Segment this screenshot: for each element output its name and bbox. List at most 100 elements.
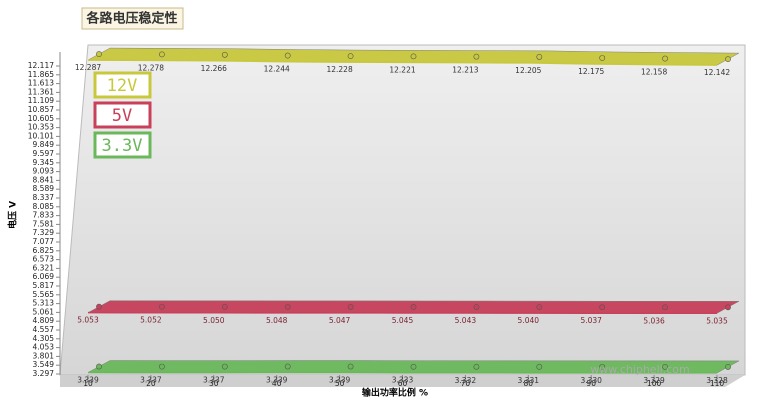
data-point — [284, 363, 291, 370]
y-tick-label: 10.605 — [28, 114, 54, 123]
data-label: 5.035 — [706, 316, 728, 325]
y-tick-label: 11.361 — [28, 87, 54, 96]
data-point — [284, 303, 291, 310]
y-tick-label: 9.345 — [33, 158, 55, 167]
data-point — [221, 51, 228, 58]
y-tick-label: 8.337 — [33, 193, 55, 202]
data-label: 5.050 — [203, 316, 225, 325]
data-point — [536, 363, 543, 370]
data-label: 5.043 — [455, 316, 477, 325]
legend-box — [93, 101, 152, 129]
data-label: 5.047 — [329, 316, 351, 325]
data-label: 3.331 — [518, 376, 540, 385]
data-label: 3.329 — [643, 376, 665, 385]
data-label: 3.332 — [455, 376, 477, 385]
floor — [60, 375, 745, 387]
y-tick-label: 3.801 — [33, 351, 55, 360]
data-point — [599, 363, 606, 370]
data-point — [221, 303, 228, 310]
y-tick-label: 7.833 — [33, 211, 55, 220]
data-point — [410, 53, 417, 60]
data-label: 12.278 — [138, 63, 164, 72]
x-axis-label: 输出功率比例 % — [362, 387, 428, 399]
data-point — [347, 303, 354, 310]
y-tick-label: 9.597 — [33, 149, 55, 158]
y-tick-label: 8.589 — [33, 184, 55, 193]
data-label: 12.175 — [578, 67, 604, 76]
y-tick-label: 7.581 — [33, 219, 55, 228]
y-tick-label: 8.841 — [33, 175, 55, 184]
data-point — [473, 304, 480, 310]
y-tick-label: 7.329 — [33, 228, 55, 237]
legend-label: 3.3V — [102, 136, 143, 156]
y-tick-label: 5.313 — [33, 299, 55, 308]
data-point — [347, 363, 354, 370]
data-point — [725, 364, 731, 370]
chart-title: 各路电压稳定性 — [85, 11, 177, 27]
y-tick-label: 6.321 — [33, 263, 55, 272]
data-label: 12.228 — [326, 65, 352, 74]
data-label: 5.053 — [77, 316, 99, 325]
x-tick-label: 100 — [647, 379, 662, 388]
data-point — [725, 304, 731, 311]
y-tick-label: 5.061 — [33, 307, 55, 316]
y-tick-label: 10.857 — [28, 105, 54, 114]
data-label: 12.158 — [641, 68, 667, 77]
y-tick-label: 6.069 — [33, 272, 55, 281]
data-point — [221, 363, 228, 370]
data-point — [536, 54, 543, 60]
y-tick-label: 7.077 — [33, 237, 55, 246]
data-label: 3.330 — [580, 376, 602, 385]
data-point — [96, 363, 102, 370]
data-point — [662, 55, 668, 62]
data-label: 12.221 — [389, 65, 415, 74]
y-tick-label: 12.117 — [28, 61, 54, 70]
data-label: 12.142 — [704, 68, 730, 77]
data-point — [536, 304, 543, 311]
back-wall — [59, 44, 746, 376]
legend-box — [93, 131, 152, 159]
data-point — [410, 363, 417, 370]
data-point — [96, 303, 102, 310]
data-label: 3.328 — [706, 376, 728, 385]
legend-label: 12V — [107, 76, 138, 96]
data-label: 3.337 — [203, 376, 225, 385]
x-tick-label: 20 — [146, 379, 156, 388]
y-tick-label: 6.573 — [33, 255, 55, 264]
legend-label: 5V — [112, 106, 132, 126]
watermark: www.chiphell.com — [590, 363, 689, 376]
data-label: 3.333 — [392, 376, 414, 385]
data-label: 12.205 — [515, 66, 541, 75]
data-label: 3.339 — [77, 376, 99, 385]
data-label: 5.040 — [518, 316, 540, 325]
data-label: 5.037 — [580, 316, 602, 325]
x-tick-label: 110 — [710, 379, 725, 388]
x-tick-label: 10 — [83, 379, 93, 388]
data-label: 3.339 — [329, 376, 351, 385]
data-point — [599, 55, 606, 61]
y-tick-label: 11.109 — [28, 96, 54, 105]
data-label: 5.045 — [392, 316, 414, 325]
data-label: 12.213 — [452, 66, 478, 75]
y-tick-label: 9.849 — [33, 140, 55, 149]
y-tick-label: 6.825 — [33, 246, 55, 255]
data-label: 12.287 — [75, 63, 101, 72]
y-tick-label: 9.093 — [33, 167, 55, 176]
data-label: 5.048 — [266, 316, 288, 325]
data-label: 12.266 — [201, 64, 227, 73]
x-tick-label: 50 — [335, 379, 345, 388]
y-tick-label: 4.809 — [33, 316, 55, 325]
data-point — [410, 304, 417, 310]
y-tick-label: 11.865 — [28, 70, 54, 79]
data-point — [158, 363, 165, 370]
title-box — [81, 7, 184, 30]
data-point — [725, 56, 731, 63]
data-label: 12.244 — [264, 65, 290, 74]
data-point — [347, 53, 354, 60]
x-tick-label: 90 — [586, 379, 596, 388]
y-tick-label: 5.817 — [33, 281, 55, 290]
data-point — [473, 53, 480, 60]
y-tick-label: 10.101 — [28, 131, 54, 140]
